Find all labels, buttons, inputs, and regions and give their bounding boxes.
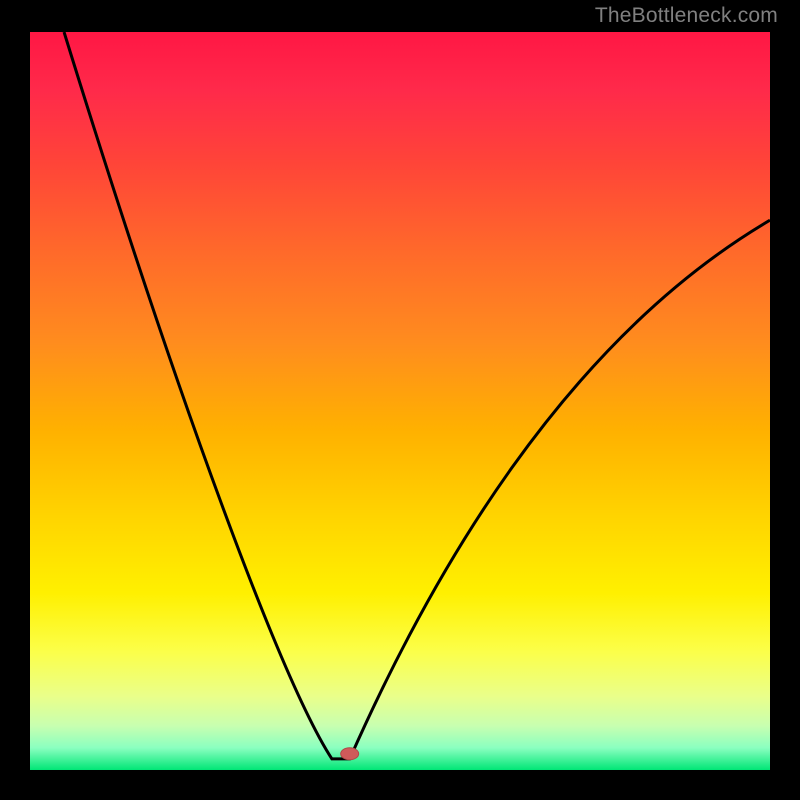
optimal-point-marker bbox=[341, 748, 359, 760]
bottleneck-chart bbox=[30, 32, 770, 770]
chart-svg bbox=[30, 32, 770, 770]
gradient-background bbox=[30, 32, 770, 770]
watermark-text: TheBottleneck.com bbox=[595, 4, 778, 28]
